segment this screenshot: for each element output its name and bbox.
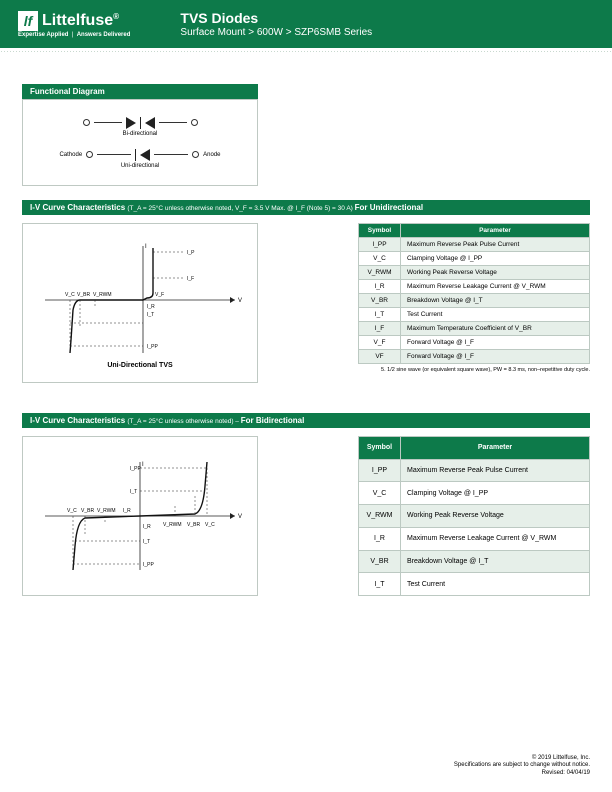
section-iv-uni-title: I-V Curve Characteristics (T_A = 25°C un…: [22, 200, 590, 215]
logo-block: lf Littelfuse® Expertise Applied | Answe…: [18, 11, 130, 38]
svg-text:V_F: V_F: [155, 292, 164, 298]
anode-label: Anode: [203, 152, 220, 158]
iv-uni-footnote: 5. 1/2 sine wave (or equivalent square w…: [274, 367, 590, 373]
svg-text:I_T: I_T: [143, 539, 150, 545]
svg-text:I_P: I_P: [187, 250, 195, 256]
svg-text:V: V: [238, 298, 242, 304]
svg-text:V_C: V_C: [205, 522, 215, 528]
svg-text:I_F: I_F: [187, 276, 194, 282]
bidir-label: Bi-directional: [123, 131, 158, 137]
section-iv-bi-title: I-V Curve Characteristics (T_A = 25°C un…: [22, 413, 590, 428]
iv-bi-curve: V I I_PP I_T V_RWM V_BR: [22, 436, 258, 596]
svg-text:V_BR: V_BR: [81, 508, 94, 514]
svg-text:V_C: V_C: [67, 508, 77, 514]
page-title: TVS Diodes: [180, 10, 372, 26]
svg-text:I_R: I_R: [123, 508, 131, 514]
svg-text:I: I: [145, 244, 147, 250]
svg-text:I: I: [142, 462, 144, 468]
iv-uni-curve: V I I_P I_F V_F V_C V_BR V_RWM I_R I_T: [22, 223, 258, 383]
header-bar: lf Littelfuse® Expertise Applied | Answe…: [0, 0, 612, 48]
svg-text:I_T: I_T: [130, 489, 137, 495]
svg-text:V_RWM: V_RWM: [163, 522, 182, 528]
iv-bi-table: Symbol Parameter I_PPMaximum Reverse Pea…: [358, 436, 590, 596]
cathode-label: Cathode: [59, 152, 82, 158]
functional-diagram: Bi-directional Cathode Anode Uni-directi…: [22, 99, 258, 186]
breadcrumb: Surface Mount > 600W > SZP6SMB Series: [180, 27, 372, 38]
svg-text:I_R: I_R: [147, 304, 155, 310]
svg-text:V_RWM: V_RWM: [97, 508, 116, 514]
iv-uni-caption: Uni-Directional TVS: [107, 362, 172, 369]
svg-text:V_BR: V_BR: [187, 522, 200, 528]
svg-text:I_T: I_T: [147, 312, 154, 318]
svg-text:I_R: I_R: [143, 524, 151, 530]
svg-text:V_C: V_C: [65, 292, 75, 298]
svg-text:I_PP: I_PP: [143, 562, 155, 568]
page-footer: © 2019 Littelfuse, Inc. Specifications a…: [454, 755, 590, 778]
header-titles: TVS Diodes Surface Mount > 600W > SZP6SM…: [180, 10, 372, 38]
svg-text:V_RWM: V_RWM: [93, 292, 112, 298]
logo-name: Littelfuse®: [42, 12, 119, 30]
svg-text:I_PP: I_PP: [147, 344, 159, 350]
svg-text:I_PP: I_PP: [130, 466, 142, 472]
iv-uni-table: Symbol Parameter I_PPMaximum Reverse Pea…: [358, 223, 590, 364]
logo-mark: lf: [18, 11, 38, 31]
svg-text:V_BR: V_BR: [77, 292, 90, 298]
unidir-label: Uni-directional: [121, 163, 159, 169]
svg-text:V: V: [238, 514, 242, 520]
section-functional-title: Functional Diagram: [22, 84, 258, 99]
logo-tagline: Expertise Applied | Answers Delivered: [18, 32, 130, 38]
